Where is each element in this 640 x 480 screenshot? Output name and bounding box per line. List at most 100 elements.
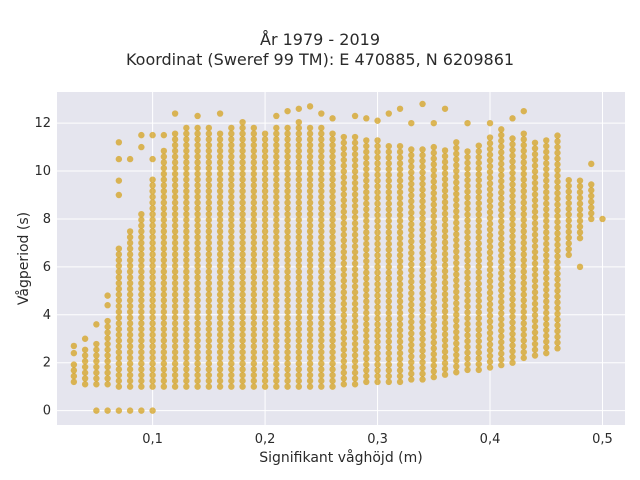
data-point (295, 130, 303, 137)
data-point (531, 254, 539, 261)
data-point (171, 228, 179, 235)
data-point (396, 229, 404, 236)
data-point (216, 320, 224, 327)
data-point (475, 280, 482, 287)
data-point (205, 124, 213, 132)
data-point (295, 297, 303, 304)
data-point (205, 210, 213, 218)
data-point (408, 198, 415, 205)
data-point (239, 164, 246, 172)
data-point (284, 262, 291, 270)
data-point (486, 358, 494, 365)
data-point (340, 133, 348, 141)
data-point (385, 280, 392, 288)
data-point (430, 195, 437, 203)
data-point (329, 366, 336, 373)
data-point (273, 268, 280, 275)
data-point (475, 148, 482, 155)
data-point (228, 291, 235, 298)
data-point (93, 352, 100, 359)
data-point (475, 142, 482, 149)
data-point (374, 206, 381, 213)
data-point (318, 377, 325, 385)
data-point (81, 363, 89, 371)
data-point (261, 285, 269, 293)
data-point (520, 279, 527, 287)
data-point (295, 331, 303, 339)
data-point (543, 154, 550, 161)
data-point (329, 354, 336, 362)
data-point (509, 284, 516, 292)
data-point (171, 274, 179, 281)
data-point (284, 147, 291, 155)
data-point (93, 358, 100, 365)
data-point (374, 303, 381, 311)
data-point (464, 349, 471, 356)
data-point (419, 370, 426, 377)
data-point (284, 268, 291, 275)
data-point (115, 191, 123, 199)
data-point (194, 320, 201, 327)
data-point (250, 251, 258, 258)
data-point (554, 339, 561, 346)
data-point (183, 199, 190, 206)
data-point (498, 149, 505, 156)
data-point (149, 205, 156, 212)
data-point (250, 291, 258, 298)
data-point (261, 251, 269, 258)
data-point (475, 303, 482, 310)
data-point (453, 305, 460, 313)
data-point (306, 164, 314, 172)
data-point (520, 193, 527, 201)
data-point (363, 200, 370, 207)
data-point (396, 344, 404, 351)
data-point (295, 199, 303, 206)
data-point (160, 233, 168, 241)
data-point (115, 337, 123, 344)
data-point (329, 320, 336, 327)
data-point (104, 346, 111, 353)
data-point (306, 256, 314, 264)
data-point (430, 235, 437, 243)
data-point (138, 320, 145, 327)
data-point (239, 360, 246, 367)
data-point (306, 193, 314, 201)
data-point (318, 325, 325, 333)
data-point (239, 302, 246, 310)
data-point (554, 287, 561, 295)
data-point (340, 208, 348, 215)
data-point (284, 331, 291, 339)
data-point (228, 187, 235, 195)
data-point (363, 309, 370, 317)
data-point (239, 136, 246, 143)
data-point (149, 210, 156, 218)
data-point (340, 381, 348, 388)
data-point (273, 279, 280, 287)
data-point (138, 354, 145, 362)
data-point (126, 251, 134, 258)
data-point (138, 279, 145, 287)
data-point (396, 171, 404, 179)
data-point (171, 136, 179, 143)
data-point (250, 383, 258, 390)
data-point (385, 160, 392, 167)
data-point (239, 262, 246, 270)
data-point (183, 331, 190, 339)
data-point (385, 229, 392, 236)
data-point (138, 302, 145, 310)
data-point (363, 298, 370, 305)
data-point (520, 302, 527, 310)
data-point (273, 320, 280, 327)
data-point (228, 325, 235, 333)
data-point (228, 164, 235, 172)
data-point (183, 187, 190, 195)
data-point (430, 356, 437, 364)
data-point (171, 285, 179, 293)
data-point (126, 268, 134, 275)
data-point (498, 287, 505, 294)
data-point (160, 268, 168, 275)
data-point (228, 136, 235, 143)
data-point (520, 228, 527, 235)
data-point (171, 233, 179, 241)
data-point (408, 307, 415, 314)
